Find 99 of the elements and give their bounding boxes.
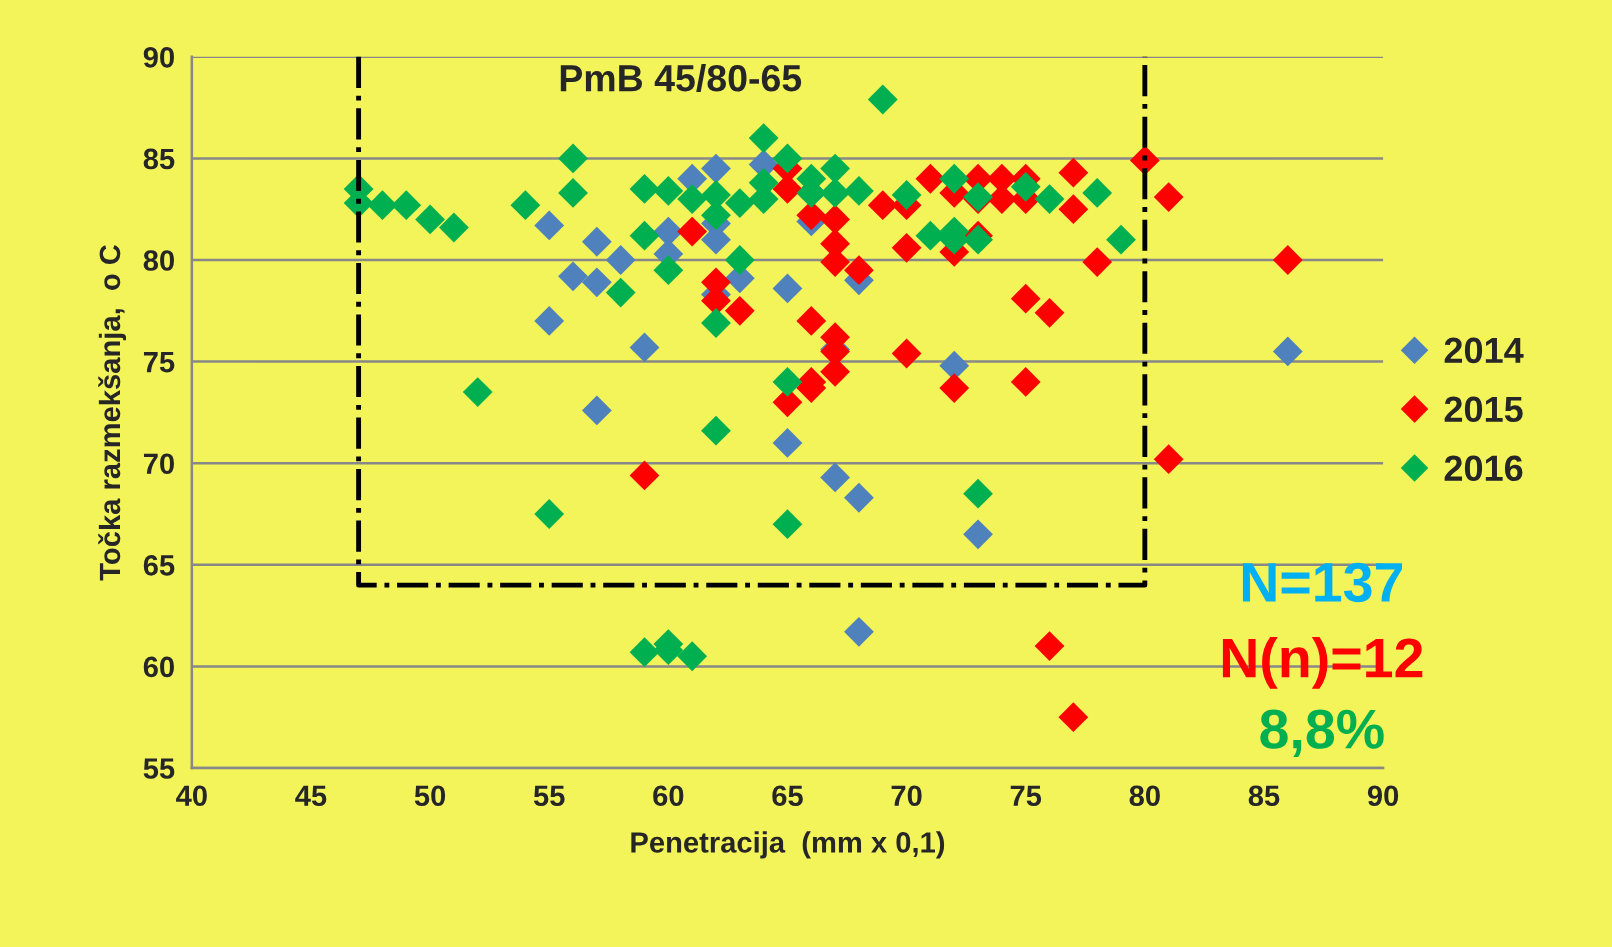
point xyxy=(1153,182,1184,212)
point xyxy=(415,204,445,235)
point xyxy=(534,499,565,529)
point xyxy=(939,163,970,194)
legend-label: 2014 xyxy=(1444,337,1524,364)
y-tick-label: 70 xyxy=(143,453,174,475)
x-tick-label: 50 xyxy=(414,785,446,807)
point xyxy=(558,143,588,174)
x-tick-label: 45 xyxy=(295,785,327,807)
point xyxy=(772,273,803,304)
point xyxy=(820,462,851,493)
x-tick-label: 60 xyxy=(653,785,684,807)
y-tick-label: 80 xyxy=(143,250,174,271)
point xyxy=(1034,184,1065,214)
point xyxy=(462,377,493,407)
y-tick-label: 55 xyxy=(143,758,175,779)
point xyxy=(867,84,898,115)
point xyxy=(558,178,588,208)
x-axis-title: Penetracija (mm x 0,1) xyxy=(631,831,945,859)
point xyxy=(1106,224,1136,255)
point xyxy=(772,143,803,174)
annotation: 8,8% xyxy=(1260,709,1384,757)
point xyxy=(391,190,422,221)
point xyxy=(629,220,660,251)
point xyxy=(1272,336,1303,367)
y-tick-label: 60 xyxy=(143,656,174,678)
point xyxy=(1034,631,1065,661)
point xyxy=(796,306,827,336)
point xyxy=(963,519,993,550)
y-tick-label: 85 xyxy=(143,148,175,170)
point xyxy=(820,153,851,184)
point xyxy=(701,308,731,338)
point xyxy=(1082,247,1113,277)
point xyxy=(891,338,922,369)
point xyxy=(1034,297,1065,328)
point xyxy=(439,212,469,243)
point xyxy=(963,478,993,509)
point xyxy=(629,332,660,363)
point xyxy=(772,428,803,458)
legend-label: 2016 xyxy=(1444,455,1523,482)
x-tick-label: 65 xyxy=(772,785,803,807)
point xyxy=(701,415,731,446)
point xyxy=(534,306,565,336)
chart-title: PmB 45/80-65 xyxy=(560,63,802,92)
point xyxy=(844,176,874,206)
point xyxy=(772,509,803,540)
point xyxy=(1010,171,1041,202)
point xyxy=(724,295,755,326)
point xyxy=(844,255,874,286)
x-tick-label: 75 xyxy=(1010,785,1042,807)
point xyxy=(605,245,636,275)
y-tick-label: 90 xyxy=(143,47,174,68)
point xyxy=(1058,194,1089,225)
point xyxy=(629,174,660,204)
point xyxy=(677,184,708,214)
point xyxy=(677,216,708,247)
legend-label: 2015 xyxy=(1444,396,1523,423)
point xyxy=(1010,283,1041,314)
y-tick-label: 75 xyxy=(143,352,175,373)
point xyxy=(1058,157,1089,188)
point xyxy=(748,123,779,153)
point xyxy=(653,176,684,206)
point xyxy=(1010,367,1041,397)
point xyxy=(558,261,588,292)
point xyxy=(581,226,612,257)
point xyxy=(915,220,946,251)
point xyxy=(1153,444,1184,475)
point xyxy=(891,180,922,210)
point xyxy=(820,178,851,208)
point xyxy=(629,637,660,668)
point xyxy=(653,255,684,286)
point xyxy=(581,395,612,426)
point xyxy=(844,482,874,513)
point xyxy=(724,245,755,275)
x-tick-label: 55 xyxy=(533,785,565,807)
point xyxy=(891,232,922,263)
point xyxy=(701,153,731,184)
y-axis-title: Točka razmekšanja, o C xyxy=(98,244,127,581)
point xyxy=(1058,702,1089,733)
point xyxy=(939,373,970,403)
x-tick-label: 90 xyxy=(1367,785,1399,807)
point xyxy=(605,277,636,308)
x-tick-label: 40 xyxy=(176,785,207,807)
point xyxy=(844,616,874,647)
point xyxy=(510,190,541,221)
annotation: N=137 xyxy=(1242,562,1403,603)
point xyxy=(724,188,755,219)
point xyxy=(1082,178,1113,208)
y-tick-label: 65 xyxy=(143,555,175,576)
x-tick-label: 70 xyxy=(891,785,922,807)
point xyxy=(1272,245,1303,275)
annotation: N(n)=12 xyxy=(1222,637,1423,689)
point xyxy=(629,460,660,491)
point xyxy=(677,641,708,672)
point xyxy=(581,267,612,298)
x-tick-label: 80 xyxy=(1129,785,1160,807)
x-tick-label: 85 xyxy=(1248,785,1280,807)
point xyxy=(534,210,565,241)
point xyxy=(772,367,803,397)
